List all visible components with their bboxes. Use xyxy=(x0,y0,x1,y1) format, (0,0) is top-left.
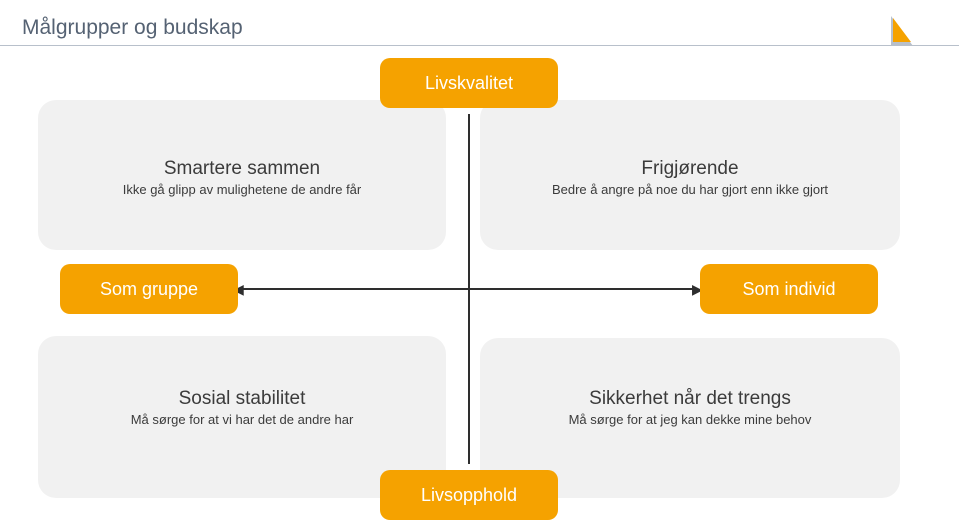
quadrant-top-right-subtitle: Bedre å angre på noe du har gjort enn ik… xyxy=(480,182,900,197)
axis-horizontal xyxy=(243,288,695,290)
quadrant-top-right: Frigjørende Bedre å angre på noe du har … xyxy=(480,100,900,250)
header-rule: Målgrupper og budskap xyxy=(0,16,959,46)
axis-label-bottom-text: Livsopphold xyxy=(421,485,517,506)
page-corner-decoration xyxy=(891,16,913,46)
axis-label-left-text: Som gruppe xyxy=(100,279,198,300)
page-title: Målgrupper og budskap xyxy=(22,16,243,40)
axis-label-top: Livskvalitet xyxy=(380,58,558,108)
axis-label-right: Som individ xyxy=(700,264,878,314)
quadrant-top-left-subtitle: Ikke gå glipp av mulighetene de andre få… xyxy=(38,182,446,197)
axis-label-left: Som gruppe xyxy=(60,264,238,314)
quadrant-top-right-title: Frigjørende xyxy=(480,158,900,180)
axis-label-right-text: Som individ xyxy=(742,279,835,300)
quadrant-bottom-left-title: Sosial stabilitet xyxy=(38,388,446,410)
quadrant-top-left-title: Smartere sammen xyxy=(38,158,446,180)
quadrant-top-left: Smartere sammen Ikke gå glipp av mulighe… xyxy=(38,100,446,250)
axis-label-top-text: Livskvalitet xyxy=(425,73,513,94)
quadrant-bottom-left-subtitle: Må sørge for at vi har det de andre har xyxy=(38,412,446,427)
quadrant-bottom-right-subtitle: Må sørge for at jeg kan dekke mine behov xyxy=(480,412,900,427)
axis-label-bottom: Livsopphold xyxy=(380,470,558,520)
quadrant-bottom-right-title: Sikkerhet når det trengs xyxy=(480,388,900,410)
